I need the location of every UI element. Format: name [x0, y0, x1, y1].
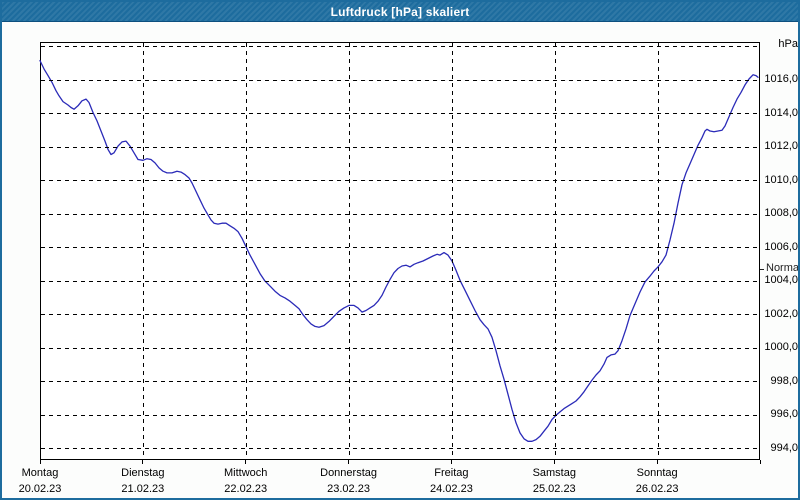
y-axis-label: 1012,0 — [764, 140, 798, 153]
x-axis-day-label: Sonntag — [636, 467, 678, 479]
gridline-horizontal — [41, 113, 759, 115]
gridline-horizontal — [41, 347, 759, 349]
y-axis-label: 1000,0 — [764, 341, 798, 354]
x-axis-tick — [348, 460, 350, 464]
gridline-vertical — [246, 43, 248, 459]
y-axis-label: 996,0 — [770, 408, 798, 421]
window-titlebar[interactable]: Luftdruck [hPa] skaliert — [2, 2, 798, 22]
gridline-horizontal — [41, 381, 759, 383]
x-axis-date-label: 22.02.23 — [224, 483, 268, 495]
x-axis-day-label: Donnerstag — [320, 467, 377, 479]
x-axis-tick — [245, 460, 247, 464]
gridline-horizontal — [41, 146, 759, 148]
pressure-series-line — [39, 59, 759, 442]
y-axis-label: 994,0 — [770, 441, 798, 454]
x-axis-date-label: 26.02.23 — [635, 483, 679, 495]
y-axis-label: 1008,0 — [764, 207, 798, 220]
y-axis-label: 1006,0 — [764, 240, 798, 253]
gridline-horizontal — [41, 180, 759, 182]
x-axis-day-label: Mittwoch — [224, 467, 268, 479]
x-axis-tick — [759, 460, 761, 464]
normal-marker-label: Normal — [766, 262, 800, 275]
y-axis-label: 1016,0 — [764, 73, 798, 85]
y-axis-label: 1002,0 — [764, 307, 798, 320]
gridline-vertical — [657, 43, 659, 459]
gridline-vertical — [451, 43, 453, 459]
y-axis-unit-label: hPa — [778, 38, 798, 50]
y-axis-label: 998,0 — [770, 374, 798, 387]
x-axis-day-label: Samstag — [532, 467, 576, 479]
x-axis-day-label: Dienstag — [121, 467, 165, 479]
gridline-horizontal — [41, 247, 759, 249]
gridline-horizontal — [41, 280, 759, 282]
gridline-horizontal — [41, 414, 759, 416]
window-title: Luftdruck [hPa] skaliert — [330, 4, 470, 19]
normal-marker-tick — [760, 268, 764, 270]
gridline-horizontal — [41, 213, 759, 215]
plot-frame — [39, 42, 760, 460]
gridline-vertical — [554, 43, 556, 459]
x-axis-date-label: 25.02.23 — [532, 483, 576, 495]
x-axis-date-label: 20.02.23 — [18, 483, 62, 495]
gridline-horizontal — [41, 448, 759, 450]
gridline-vertical — [143, 43, 145, 459]
gridline-vertical — [349, 43, 351, 459]
x-axis-tick — [142, 460, 144, 464]
gridline-horizontal — [41, 79, 759, 81]
x-axis-date-label: 24.02.23 — [430, 483, 473, 495]
x-axis-tick — [656, 460, 658, 464]
y-axis-label: 1004,0 — [764, 274, 798, 287]
pressure-line-chart — [39, 59, 759, 442]
x-axis-tick — [450, 460, 452, 464]
gridline-horizontal — [41, 45, 759, 47]
x-axis-date-label: 21.02.23 — [121, 483, 165, 495]
gridline-horizontal — [41, 314, 759, 316]
x-axis-date-label: 23.02.23 — [327, 483, 370, 495]
x-axis-day-label: Freitag — [434, 467, 469, 479]
x-axis-tick — [553, 460, 555, 464]
x-axis-day-label: Montag — [21, 467, 59, 479]
y-axis-label: 1014,0 — [764, 106, 798, 119]
x-axis-tick — [39, 460, 41, 464]
y-axis-label: 1010,0 — [764, 173, 798, 186]
